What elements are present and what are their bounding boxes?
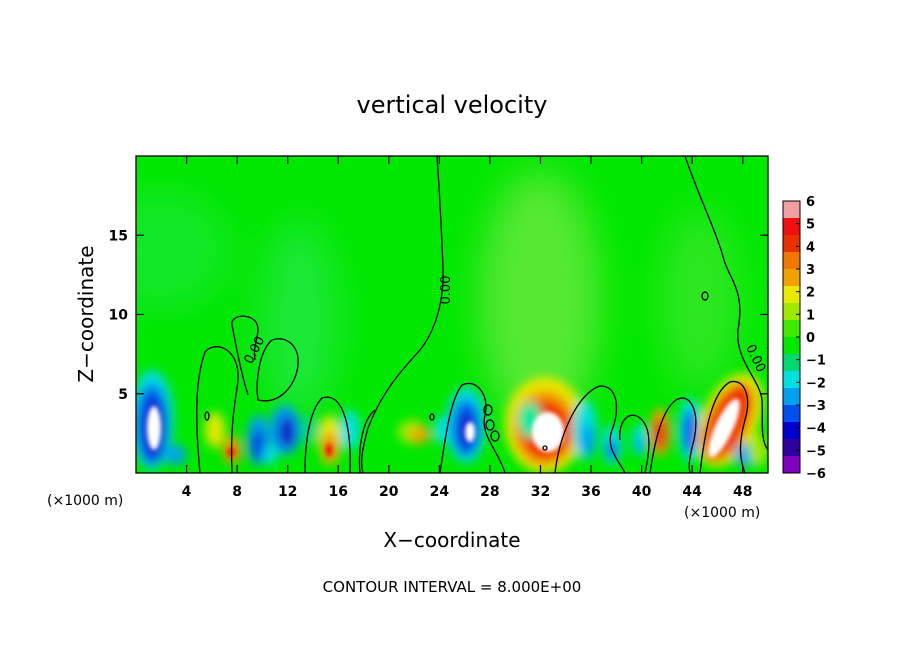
field-blobs (136, 370, 768, 473)
colorbar-label: −6 (806, 467, 826, 482)
chart-title: vertical velocity (357, 91, 548, 119)
colorbar-swatch (783, 218, 800, 236)
y-tick-label: 10 (109, 308, 129, 324)
x-tick-label: 48 (733, 484, 752, 500)
colorbar-swatch (783, 201, 800, 219)
y-tick-label: 5 (118, 387, 128, 403)
x-tick-label: 20 (379, 484, 399, 500)
x-tick-label: 36 (581, 484, 600, 500)
colorbar-label: 6 (806, 195, 815, 210)
x-tick-label: 16 (328, 484, 347, 500)
colorbar-label: −2 (806, 376, 826, 391)
x-tick-label: 8 (232, 484, 242, 500)
colorbar-labels: 6 5 4 3 2 1 0 −1 −2 −3 −4 −5 −6 (796, 195, 826, 482)
x-axis-unit-right: (×1000 m) (684, 505, 760, 521)
colorbar-swatch (783, 303, 800, 321)
colorbar-swatch (783, 405, 800, 423)
y-tick-label: 15 (109, 228, 128, 244)
colorbar-swatch (783, 388, 800, 406)
x-axis-unit-left: (×1000 m) (47, 493, 123, 509)
x-tick-label: 40 (632, 484, 652, 500)
colorbar-swatch (783, 439, 800, 457)
colorbar-swatch (783, 252, 800, 270)
colorbar-label: 5 (806, 218, 815, 233)
x-axis-title: X−coordinate (383, 528, 520, 552)
colorbar-swatch (783, 269, 800, 287)
x-tick-label: 24 (430, 484, 450, 500)
contour-interval-note: CONTOUR INTERVAL = 8.000E+00 (323, 578, 582, 596)
colorbar-label: −3 (806, 399, 826, 414)
colorbar-label: −4 (806, 422, 826, 437)
x-tick-label: 44 (682, 484, 702, 500)
y-axis-ticks: 5 10 15 (109, 228, 768, 403)
colorbar-label: −1 (806, 354, 826, 369)
x-axis-ticks: 4 8 12 16 20 24 28 32 36 40 44 48 (182, 156, 752, 500)
colorbar-swatch (783, 456, 800, 474)
colorbar-swatch (783, 354, 800, 372)
colorbar-label: 3 (806, 263, 815, 278)
colorbar-label: 0 (806, 331, 815, 346)
colorbar-swatch (783, 337, 800, 355)
colorbar-label: −5 (806, 444, 826, 459)
colorbar-swatch (783, 235, 800, 253)
soft-field (136, 170, 740, 430)
colorbar-label: 2 (806, 286, 815, 301)
y-axis-title: Z−coordinate (74, 245, 98, 382)
colorbar-label: 4 (806, 240, 815, 255)
colorbar-swatch (783, 320, 800, 338)
zero-contours (196, 156, 768, 473)
plot-area: 0.00 0.00 0.00 (136, 156, 768, 473)
colorbar-label: 1 (806, 308, 815, 323)
x-tick-label: 4 (182, 484, 192, 500)
field-cores (147, 398, 740, 458)
colorbar-swatch (783, 422, 800, 440)
x-tick-label: 12 (278, 484, 297, 500)
colorbar-swatch (783, 371, 800, 389)
colorbar (782, 200, 801, 474)
colorbar-swatch (783, 286, 800, 304)
x-tick-label: 32 (531, 484, 550, 500)
contour-label: 0.00 (439, 276, 454, 305)
x-tick-label: 28 (480, 484, 499, 500)
